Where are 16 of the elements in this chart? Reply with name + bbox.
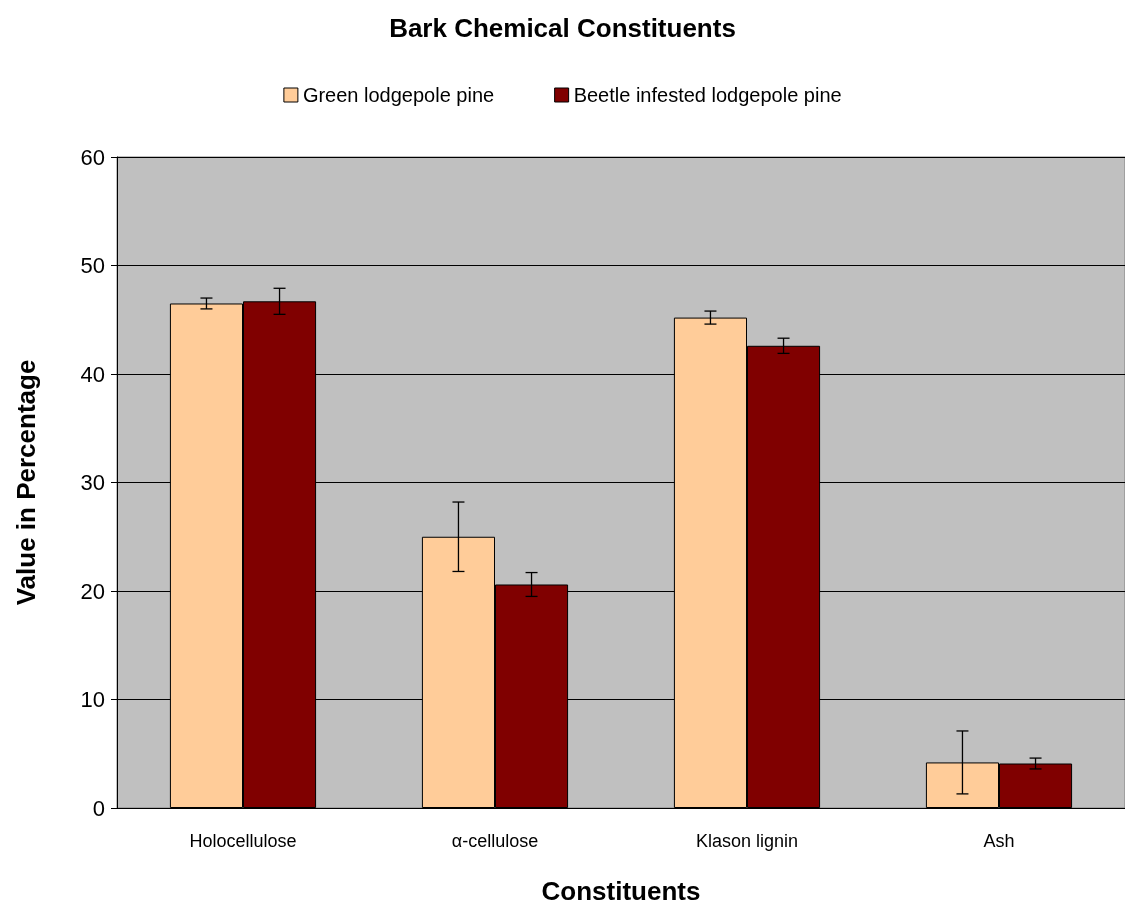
x-tick-label: Holocellulose [189,831,297,851]
x-tick-label: α-cellulose [451,831,539,851]
y-tick-label: 50 [80,253,105,278]
y-tick-label: 60 [80,144,105,170]
y-axis-title: Value in Percentage [11,359,41,606]
y-tick-label: 30 [80,470,105,495]
y-tick-label: 0 [92,795,105,821]
y-tick-label: 40 [80,361,105,387]
legend-label: Beetle infested lodgepole pine [573,84,842,106]
x-axis-title: Constituents [541,876,701,906]
chart-title: Bark Chemical Constituents [389,13,736,43]
x-tick-label: Klason lignin [695,831,799,851]
x-tick-label: Ash [983,831,1015,851]
legend-label: Green lodgepole pine [302,84,495,106]
y-tick-label: 10 [80,687,105,712]
y-tick-label: 20 [80,578,105,604]
